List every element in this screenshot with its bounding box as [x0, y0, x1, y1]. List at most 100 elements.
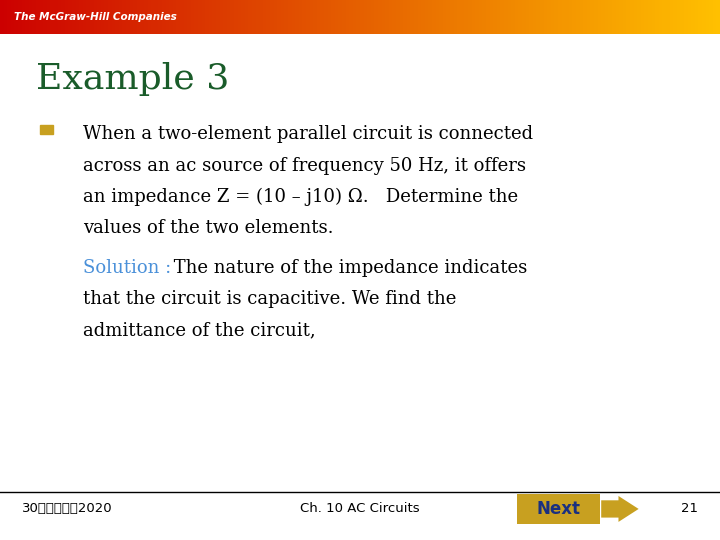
Bar [634, 0, 639, 34]
Bar [50, 0, 55, 34]
Bar [234, 0, 239, 34]
Bar [112, 0, 117, 34]
Text: Ch. 10 AC Circuits: Ch. 10 AC Circuits [300, 502, 420, 515]
Bar [4, 0, 9, 34]
Bar [47, 0, 52, 34]
Bar [29, 0, 34, 34]
Bar [706, 0, 711, 34]
Bar [97, 0, 102, 34]
Bar [680, 0, 685, 34]
Bar [137, 0, 142, 34]
Text: across an ac source of frequency 50 Hz, it offers: across an ac source of frequency 50 Hz, … [83, 157, 526, 174]
Bar [378, 0, 383, 34]
Bar [263, 0, 268, 34]
Bar [623, 0, 628, 34]
Bar [169, 0, 174, 34]
Bar [83, 0, 88, 34]
Bar [713, 0, 718, 34]
Bar [22, 0, 27, 34]
Bar [691, 0, 696, 34]
Bar [601, 0, 606, 34]
Bar [454, 0, 459, 34]
Bar [641, 0, 646, 34]
Bar [101, 0, 106, 34]
Bar [493, 0, 498, 34]
Bar [428, 0, 433, 34]
Bar [317, 0, 322, 34]
Bar [223, 0, 228, 34]
Bar [644, 0, 649, 34]
Bar [392, 0, 397, 34]
Bar [256, 0, 261, 34]
Bar [403, 0, 408, 34]
Bar [266, 0, 271, 34]
Bar [497, 0, 502, 34]
Bar [76, 0, 81, 34]
Bar [248, 0, 253, 34]
Bar [517, 494, 600, 524]
Bar [306, 0, 311, 34]
Bar [115, 0, 120, 34]
Bar [205, 0, 210, 34]
Bar [526, 0, 531, 34]
Bar [558, 0, 563, 34]
Bar [151, 0, 156, 34]
Bar [421, 0, 426, 34]
Bar [40, 0, 45, 34]
Bar [184, 0, 189, 34]
Bar [349, 0, 354, 34]
Bar [382, 0, 387, 34]
Bar [475, 0, 480, 34]
Bar [119, 0, 124, 34]
Bar [662, 0, 667, 34]
Bar [180, 0, 185, 34]
Bar [72, 0, 77, 34]
Bar [551, 0, 556, 34]
Bar [418, 0, 423, 34]
Bar [619, 0, 624, 34]
Bar [371, 0, 376, 34]
Bar [198, 0, 203, 34]
Bar [450, 0, 455, 34]
Bar [659, 0, 664, 34]
Bar [446, 0, 451, 34]
Bar [104, 0, 109, 34]
Bar [389, 0, 394, 34]
Bar [54, 0, 59, 34]
Bar [299, 0, 304, 34]
Bar [500, 0, 505, 34]
Bar [464, 0, 469, 34]
Text: When a two-element parallel circuit is connected: When a two-element parallel circuit is c… [83, 125, 533, 143]
Bar [479, 0, 484, 34]
Bar [540, 0, 545, 34]
Bar [587, 0, 592, 34]
Bar [598, 0, 603, 34]
Bar [58, 0, 63, 34]
Bar [331, 0, 336, 34]
Bar [176, 0, 181, 34]
Bar [61, 0, 66, 34]
Bar [281, 0, 286, 34]
FancyArrow shape [601, 496, 639, 522]
Bar [216, 0, 221, 34]
Bar [32, 0, 37, 34]
Bar [572, 0, 577, 34]
Text: values of the two elements.: values of the two elements. [83, 219, 333, 237]
Bar [583, 0, 588, 34]
Bar [684, 0, 689, 34]
Text: The McGraw-Hill Companies: The McGraw-Hill Companies [14, 12, 177, 22]
Bar [86, 0, 91, 34]
Bar [130, 0, 135, 34]
Bar [108, 0, 113, 34]
Bar [425, 0, 430, 34]
Bar [140, 0, 145, 34]
Bar [576, 0, 581, 34]
Bar [335, 0, 340, 34]
Bar [245, 0, 250, 34]
Bar [65, 0, 70, 34]
Bar [670, 0, 675, 34]
Text: Next: Next [536, 500, 580, 518]
Bar [353, 0, 358, 34]
Bar [310, 0, 315, 34]
Bar [11, 0, 16, 34]
